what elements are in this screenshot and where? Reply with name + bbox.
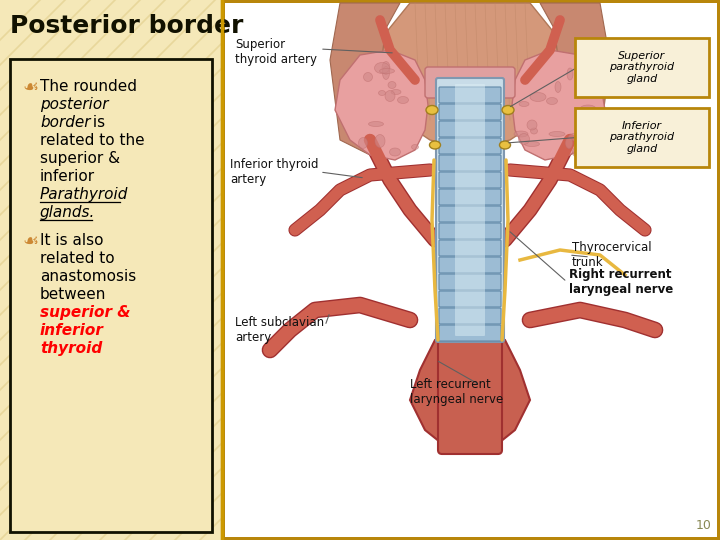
- Text: Superior
parathyroid
gland: Superior parathyroid gland: [609, 51, 675, 84]
- Text: Inferior thyroid
artery: Inferior thyroid artery: [230, 158, 318, 186]
- FancyBboxPatch shape: [0, 0, 222, 540]
- FancyBboxPatch shape: [439, 274, 501, 290]
- Polygon shape: [370, 3, 570, 150]
- Ellipse shape: [531, 111, 541, 119]
- Ellipse shape: [575, 88, 581, 94]
- Ellipse shape: [401, 147, 415, 153]
- Ellipse shape: [368, 65, 382, 75]
- Ellipse shape: [584, 122, 592, 129]
- Ellipse shape: [390, 106, 400, 114]
- Text: Inferior
parathyroid
gland: Inferior parathyroid gland: [609, 121, 675, 154]
- Text: Right recurrent
laryngeal nerve: Right recurrent laryngeal nerve: [569, 268, 673, 296]
- Ellipse shape: [545, 70, 557, 76]
- FancyBboxPatch shape: [439, 189, 501, 205]
- Ellipse shape: [518, 124, 529, 137]
- Text: is: is: [88, 115, 105, 130]
- Text: posterior: posterior: [40, 97, 109, 112]
- Text: Parathyroid: Parathyroid: [40, 187, 128, 202]
- Polygon shape: [540, 3, 610, 160]
- FancyBboxPatch shape: [439, 104, 501, 120]
- Ellipse shape: [367, 77, 379, 83]
- Text: Left subclavian
artery: Left subclavian artery: [235, 316, 324, 344]
- FancyBboxPatch shape: [439, 138, 501, 154]
- Ellipse shape: [549, 130, 563, 138]
- Ellipse shape: [545, 149, 561, 157]
- Ellipse shape: [502, 105, 514, 114]
- Ellipse shape: [426, 105, 438, 114]
- FancyBboxPatch shape: [439, 87, 501, 103]
- Ellipse shape: [405, 87, 421, 94]
- FancyBboxPatch shape: [575, 108, 709, 167]
- Ellipse shape: [527, 117, 541, 129]
- Ellipse shape: [500, 141, 510, 149]
- Ellipse shape: [411, 111, 421, 123]
- Text: thyroid: thyroid: [40, 341, 102, 356]
- FancyBboxPatch shape: [10, 59, 212, 532]
- FancyBboxPatch shape: [439, 223, 501, 239]
- Polygon shape: [512, 50, 605, 160]
- Text: between: between: [40, 287, 107, 302]
- Ellipse shape: [548, 77, 560, 83]
- Ellipse shape: [536, 112, 554, 118]
- Ellipse shape: [564, 127, 582, 138]
- Ellipse shape: [371, 102, 379, 110]
- Text: inferior: inferior: [40, 169, 95, 184]
- Ellipse shape: [516, 95, 530, 103]
- Text: Superior
thyroid artery: Superior thyroid artery: [235, 38, 317, 66]
- Ellipse shape: [559, 147, 575, 159]
- Text: 10: 10: [696, 519, 712, 532]
- Text: The rounded: The rounded: [40, 79, 137, 94]
- Ellipse shape: [374, 120, 384, 132]
- FancyBboxPatch shape: [439, 172, 501, 188]
- Text: Posterior border: Posterior border: [10, 14, 243, 38]
- Text: related to: related to: [40, 251, 114, 266]
- FancyBboxPatch shape: [425, 67, 515, 98]
- FancyBboxPatch shape: [225, 3, 717, 537]
- FancyBboxPatch shape: [223, 1, 719, 539]
- FancyBboxPatch shape: [455, 84, 485, 336]
- FancyBboxPatch shape: [439, 240, 501, 256]
- FancyBboxPatch shape: [439, 325, 501, 341]
- Text: It is also: It is also: [40, 233, 104, 248]
- Ellipse shape: [366, 66, 376, 78]
- Polygon shape: [330, 3, 400, 160]
- Ellipse shape: [351, 127, 367, 137]
- FancyBboxPatch shape: [439, 206, 501, 222]
- Text: related to the: related to the: [40, 133, 145, 148]
- Ellipse shape: [397, 131, 403, 141]
- FancyBboxPatch shape: [436, 78, 504, 342]
- Polygon shape: [335, 50, 428, 160]
- FancyBboxPatch shape: [575, 38, 709, 97]
- Text: glands.: glands.: [40, 205, 95, 220]
- Text: ☙: ☙: [22, 233, 38, 251]
- Text: Thyrocervical
trunk: Thyrocervical trunk: [572, 241, 652, 269]
- FancyBboxPatch shape: [438, 331, 502, 454]
- Ellipse shape: [571, 102, 587, 114]
- FancyBboxPatch shape: [439, 257, 501, 273]
- Text: border: border: [40, 115, 91, 130]
- Text: superior &: superior &: [40, 305, 130, 320]
- FancyBboxPatch shape: [439, 308, 501, 324]
- Ellipse shape: [399, 87, 409, 97]
- Ellipse shape: [375, 96, 381, 104]
- FancyBboxPatch shape: [439, 121, 501, 137]
- Text: inferior: inferior: [40, 323, 104, 338]
- FancyBboxPatch shape: [439, 291, 501, 307]
- Text: Left recurrent
laryngeal nerve: Left recurrent laryngeal nerve: [410, 378, 503, 406]
- Text: anastomosis: anastomosis: [40, 269, 136, 284]
- Ellipse shape: [373, 134, 385, 146]
- Text: superior &: superior &: [40, 151, 120, 166]
- Ellipse shape: [564, 85, 572, 94]
- Ellipse shape: [350, 149, 360, 159]
- FancyBboxPatch shape: [439, 155, 501, 171]
- Text: ☙: ☙: [22, 79, 38, 97]
- Polygon shape: [410, 340, 530, 450]
- Ellipse shape: [430, 141, 441, 149]
